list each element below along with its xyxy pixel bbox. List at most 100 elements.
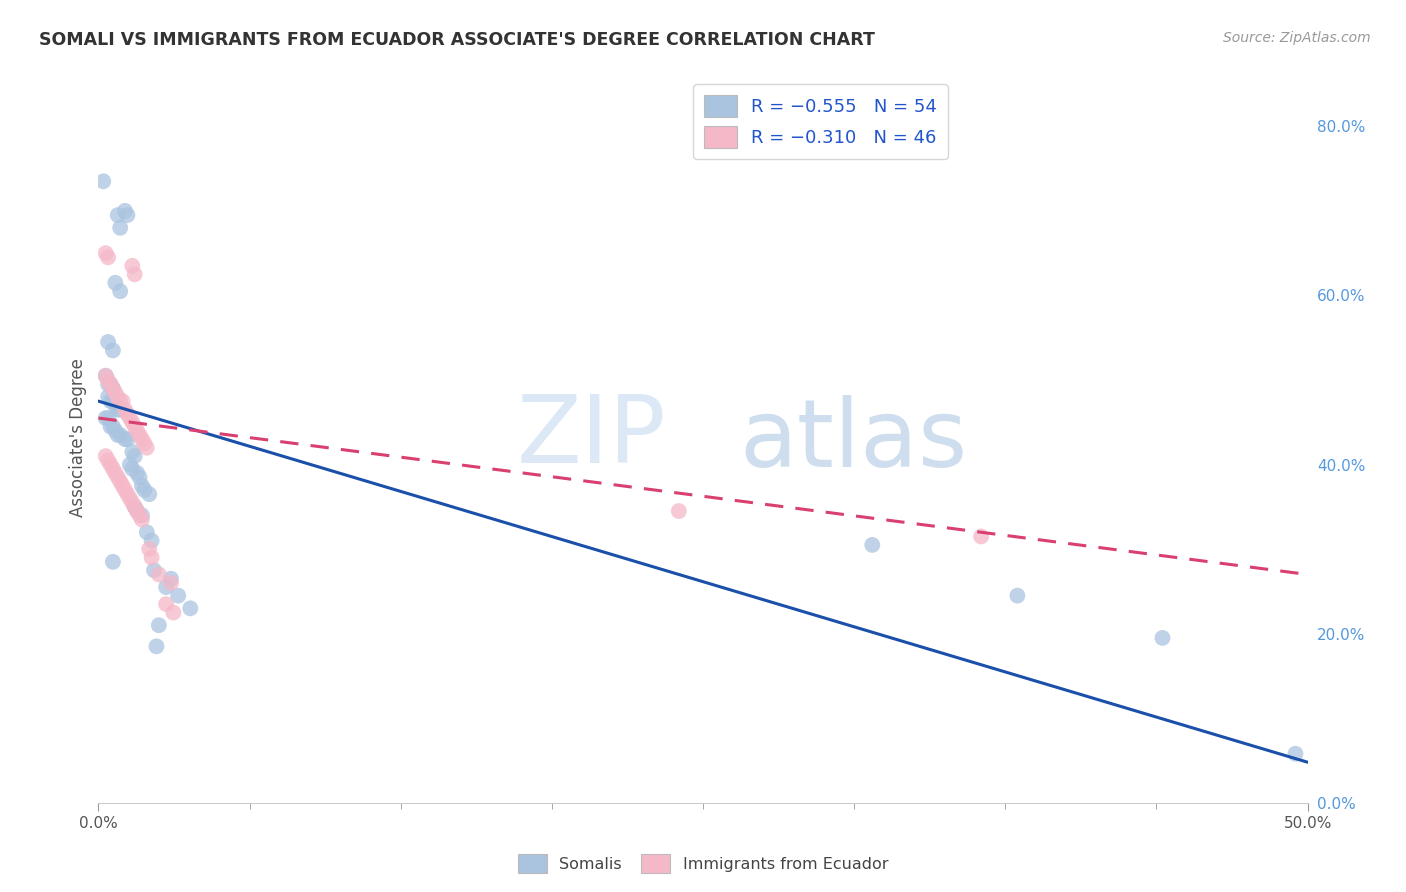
Point <box>114 402 136 417</box>
Point <box>101 381 124 395</box>
Point <box>101 343 124 358</box>
Point <box>108 220 131 235</box>
Text: atlas: atlas <box>740 395 967 487</box>
Legend: R = −0.555   N = 54, R = −0.310   N = 46: R = −0.555 N = 54, R = −0.310 N = 46 <box>693 84 948 159</box>
Text: Source: ZipAtlas.com: Source: ZipAtlas.com <box>1223 31 1371 45</box>
Point <box>97 251 120 265</box>
Text: SOMALI VS IMMIGRANTS FROM ECUADOR ASSOCIATE'S DEGREE CORRELATION CHART: SOMALI VS IMMIGRANTS FROM ECUADOR ASSOCI… <box>39 31 876 49</box>
Point <box>131 432 153 446</box>
Point <box>101 462 124 476</box>
Point <box>128 470 150 484</box>
Point <box>114 483 136 497</box>
Point <box>104 398 127 412</box>
Point <box>100 377 122 392</box>
Point <box>124 500 146 514</box>
Point <box>108 402 131 417</box>
Point <box>121 415 143 429</box>
Point <box>131 508 153 523</box>
Point <box>101 419 124 434</box>
Point <box>104 276 127 290</box>
Point <box>107 390 129 404</box>
Point <box>107 470 129 484</box>
Point <box>179 601 201 615</box>
Text: ZIP: ZIP <box>517 391 666 483</box>
Point <box>108 284 131 298</box>
Point <box>118 458 141 472</box>
Point <box>101 381 124 395</box>
Point <box>141 533 163 548</box>
Point <box>117 407 139 421</box>
Point <box>134 436 156 450</box>
Y-axis label: Associate's Degree: Associate's Degree <box>69 358 87 516</box>
Point <box>160 572 183 586</box>
Point <box>135 525 157 540</box>
Point <box>97 334 120 349</box>
Point <box>107 428 129 442</box>
Point <box>138 487 160 501</box>
Point <box>121 445 143 459</box>
Point <box>143 563 166 577</box>
Point <box>91 174 114 188</box>
Point <box>141 550 163 565</box>
Point <box>108 428 131 442</box>
Point <box>1007 589 1029 603</box>
Point <box>104 424 127 438</box>
Point <box>121 259 143 273</box>
Point <box>97 390 120 404</box>
Point <box>108 475 131 489</box>
Point <box>94 411 117 425</box>
Point <box>97 377 120 392</box>
Point <box>160 576 183 591</box>
Point <box>97 411 120 425</box>
Point <box>148 567 170 582</box>
Point <box>121 462 143 476</box>
Point <box>668 504 690 518</box>
Point <box>117 432 139 446</box>
Point <box>94 368 117 383</box>
Point <box>114 432 136 446</box>
Point <box>117 487 139 501</box>
Point <box>167 589 190 603</box>
Point <box>155 597 177 611</box>
Point <box>127 504 149 518</box>
Point <box>107 208 129 222</box>
Point <box>127 424 149 438</box>
Point <box>114 203 136 218</box>
Point <box>124 449 146 463</box>
Point <box>124 419 146 434</box>
Point <box>127 504 149 518</box>
Point <box>104 466 127 480</box>
Legend: Somalis, Immigrants from Ecuador: Somalis, Immigrants from Ecuador <box>512 847 894 880</box>
Point <box>97 453 120 467</box>
Point <box>131 479 153 493</box>
Point <box>135 441 157 455</box>
Point <box>100 394 122 409</box>
Point <box>117 208 139 222</box>
Point <box>124 500 146 514</box>
Point <box>128 508 150 523</box>
Point <box>124 268 146 282</box>
Point <box>118 411 141 425</box>
Point <box>145 640 167 654</box>
Point <box>155 580 177 594</box>
Point <box>101 394 124 409</box>
Point <box>100 458 122 472</box>
Point <box>104 385 127 400</box>
Point <box>131 512 153 526</box>
Point <box>970 529 993 543</box>
Point <box>860 538 883 552</box>
Point <box>107 402 129 417</box>
Point <box>128 428 150 442</box>
Point <box>108 394 131 409</box>
Point <box>100 419 122 434</box>
Point <box>111 394 134 409</box>
Point <box>134 483 156 497</box>
Point <box>1152 631 1174 645</box>
Point <box>148 618 170 632</box>
Point <box>111 479 134 493</box>
Point <box>94 246 117 260</box>
Point <box>162 606 184 620</box>
Point <box>138 542 160 557</box>
Point <box>1284 747 1306 761</box>
Point <box>94 449 117 463</box>
